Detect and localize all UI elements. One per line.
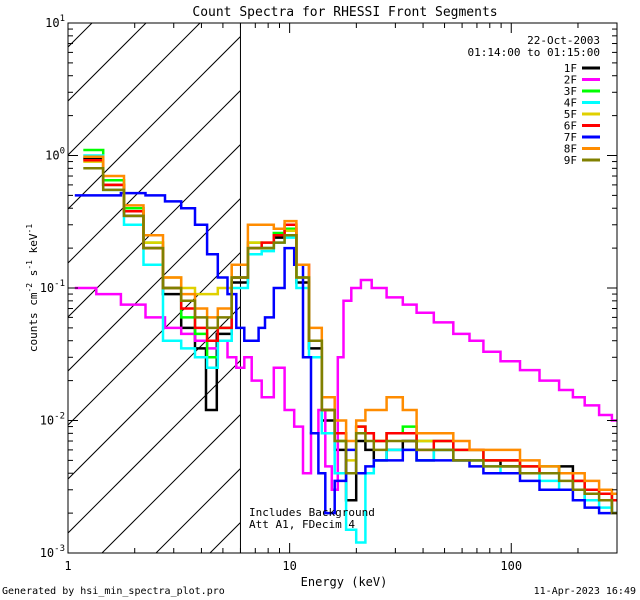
- legend-label-4F: 4F: [564, 97, 577, 110]
- legend-label-7F: 7F: [564, 131, 577, 144]
- x-tick-label: 10: [282, 559, 296, 573]
- date-label: 22-Oct-2003: [527, 34, 600, 47]
- legend-label-8F: 8F: [564, 143, 577, 156]
- y-tick-label: 10-3: [40, 544, 65, 560]
- hatch-line: [68, 359, 241, 534]
- hatch-line: [68, 23, 201, 156]
- series-2F: [74, 278, 617, 492]
- y-tick-label: 101: [45, 14, 65, 30]
- hatch-line: [68, 35, 241, 210]
- hatched-region: [68, 0, 640, 553]
- y-tick-label: 10-2: [40, 412, 65, 428]
- hatch-line: [68, 23, 93, 48]
- legend: 22-Oct-2003 01:14:00 to 01:15:00 1F2F3F4…: [468, 34, 600, 167]
- x-tick-label: 1: [64, 559, 71, 573]
- x-axis-label: Energy (keV): [301, 575, 388, 589]
- legend-label-3F: 3F: [564, 85, 577, 98]
- legend-label-9F: 9F: [564, 154, 577, 167]
- footer-timestamp: 11-Apr-2023 16:49: [534, 586, 636, 597]
- series-layer: [74, 148, 617, 544]
- hatch-line: [68, 197, 241, 372]
- hatch-line: [101, 413, 241, 553]
- annotation-attenuator: Att A1, FDecim 4: [249, 518, 355, 531]
- hatch-line: [68, 305, 241, 480]
- hatch-line: [264, 0, 640, 553]
- time-range-label: 01:14:00 to 01:15:00: [468, 46, 600, 59]
- hatch-line: [68, 251, 241, 426]
- legend-label-2F: 2F: [564, 74, 577, 87]
- footer-generated-by: Generated by hsi_min_spectra_plot.pro: [2, 586, 225, 597]
- legend-label-6F: 6F: [564, 120, 577, 133]
- y-axis-label: counts cm-2 s-1 keV-1: [25, 224, 40, 352]
- legend-label-5F: 5F: [564, 108, 577, 121]
- series-4F: [83, 154, 617, 544]
- series-7F: [74, 191, 617, 515]
- hatch-line: [68, 23, 147, 102]
- annotation-background: Includes Background: [249, 506, 375, 519]
- hatch-line: [68, 143, 241, 318]
- axes: 1 10 100 10-3 10-2 10-1 100 101: [40, 14, 618, 573]
- y-tick-label: 100: [45, 147, 65, 163]
- series-8F: [83, 155, 617, 496]
- x-tick-label: 100: [500, 559, 522, 573]
- chart-title: Count Spectra for RHESSI Front Segments: [192, 5, 497, 20]
- y-tick-label: 10-1: [40, 279, 65, 295]
- legend-label-1F: 1F: [564, 62, 577, 75]
- series-9F: [83, 167, 617, 515]
